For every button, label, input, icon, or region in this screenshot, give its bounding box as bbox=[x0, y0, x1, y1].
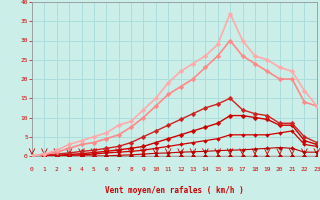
X-axis label: Vent moyen/en rafales ( km/h ): Vent moyen/en rafales ( km/h ) bbox=[105, 186, 244, 195]
